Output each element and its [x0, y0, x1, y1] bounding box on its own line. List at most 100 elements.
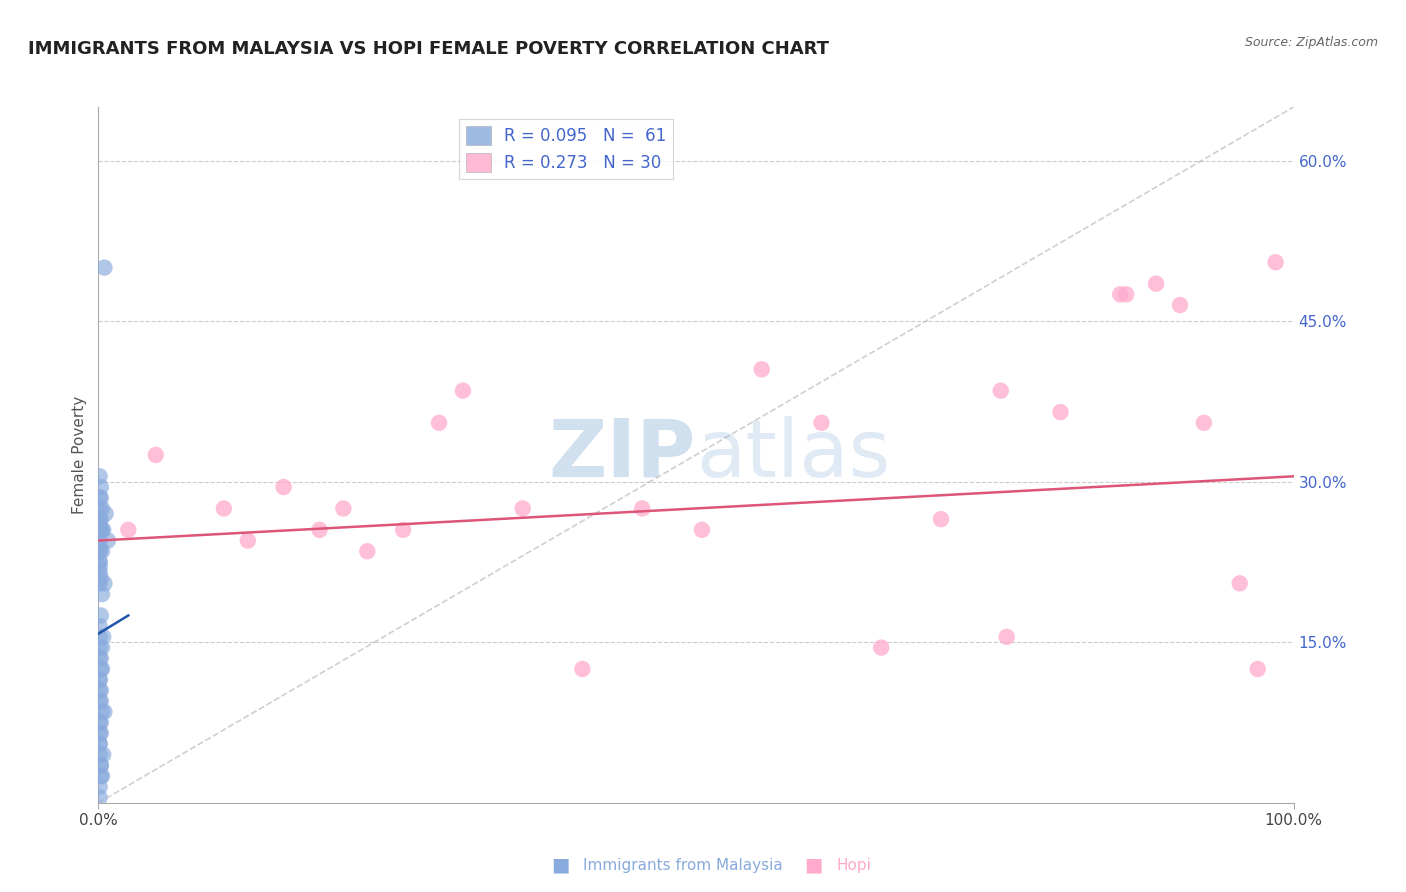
Point: [89, 651, 111, 665]
Point: [90, 480, 112, 494]
Point: [90, 758, 112, 772]
Text: ■: ■: [551, 855, 569, 875]
Point: [90, 683, 112, 698]
Point: [631, 501, 654, 516]
Point: [91, 523, 114, 537]
Point: [356, 544, 378, 558]
Point: [236, 533, 259, 548]
Point: [308, 523, 330, 537]
Point: [571, 662, 593, 676]
Point: [90, 523, 112, 537]
Point: [91, 501, 114, 516]
Point: [89, 747, 111, 762]
Point: [89, 523, 111, 537]
Point: [89, 630, 111, 644]
Point: [810, 416, 832, 430]
Point: [94, 507, 117, 521]
Text: Hopi: Hopi: [837, 858, 872, 872]
Point: [690, 523, 713, 537]
Point: [89, 715, 111, 730]
Point: [91, 747, 114, 762]
Point: [89, 469, 111, 483]
Point: [145, 448, 167, 462]
Point: [89, 790, 111, 805]
Point: [89, 501, 111, 516]
Point: [995, 630, 1018, 644]
Point: [89, 560, 111, 574]
Point: [1144, 277, 1167, 291]
Point: [90, 571, 112, 585]
Point: [91, 523, 114, 537]
Point: [1192, 416, 1215, 430]
Point: [990, 384, 1012, 398]
Point: [1168, 298, 1191, 312]
Point: [1229, 576, 1251, 591]
Point: [90, 758, 112, 772]
Point: [212, 501, 235, 516]
Point: [89, 737, 111, 751]
Point: [89, 673, 111, 687]
Point: [91, 640, 114, 655]
Point: [90, 715, 112, 730]
Point: [89, 726, 111, 740]
Point: [89, 737, 111, 751]
Point: [512, 501, 534, 516]
Point: [91, 544, 114, 558]
Point: [90, 769, 112, 783]
Text: Source: ZipAtlas.com: Source: ZipAtlas.com: [1244, 36, 1378, 49]
Point: [91, 662, 114, 676]
Point: [332, 501, 354, 516]
Point: [89, 576, 111, 591]
Point: [117, 523, 139, 537]
Legend: R = 0.095   N =  61, R = 0.273   N = 30: R = 0.095 N = 61, R = 0.273 N = 30: [460, 119, 673, 179]
Point: [90, 608, 112, 623]
Point: [89, 544, 111, 558]
Text: IMMIGRANTS FROM MALAYSIA VS HOPI FEMALE POVERTY CORRELATION CHART: IMMIGRANTS FROM MALAYSIA VS HOPI FEMALE …: [28, 40, 830, 58]
Point: [90, 694, 112, 708]
Point: [1247, 662, 1270, 676]
Point: [1115, 287, 1137, 301]
Point: [89, 780, 111, 794]
Point: [89, 619, 111, 633]
Point: [91, 630, 114, 644]
Point: [89, 566, 111, 580]
Point: [91, 769, 114, 783]
Text: atlas: atlas: [696, 416, 890, 494]
Text: Immigrants from Malaysia: Immigrants from Malaysia: [583, 858, 783, 872]
Point: [1264, 255, 1286, 269]
Point: [91, 705, 114, 719]
Point: [89, 533, 111, 548]
Point: [89, 517, 111, 532]
Point: [93, 260, 115, 275]
Point: [89, 640, 111, 655]
Point: [89, 539, 111, 553]
Point: [392, 523, 415, 537]
Point: [89, 555, 111, 569]
Point: [97, 533, 120, 548]
Point: [93, 705, 115, 719]
Text: ZIP: ZIP: [548, 416, 696, 494]
Point: [751, 362, 773, 376]
Point: [90, 512, 112, 526]
Y-axis label: Female Poverty: Female Poverty: [72, 396, 87, 514]
Point: [273, 480, 295, 494]
Point: [1049, 405, 1071, 419]
Point: [90, 651, 112, 665]
Point: [89, 491, 111, 505]
Point: [93, 576, 115, 591]
Point: [89, 673, 111, 687]
Point: [89, 544, 111, 558]
Point: [89, 694, 111, 708]
Point: [90, 491, 112, 505]
Point: [90, 662, 112, 676]
Point: [89, 555, 111, 569]
Point: [870, 640, 893, 655]
Text: ■: ■: [804, 855, 823, 875]
Point: [89, 512, 111, 526]
Point: [1109, 287, 1132, 301]
Point: [90, 726, 112, 740]
Point: [427, 416, 450, 430]
Point: [91, 587, 114, 601]
Point: [89, 683, 111, 698]
Point: [929, 512, 952, 526]
